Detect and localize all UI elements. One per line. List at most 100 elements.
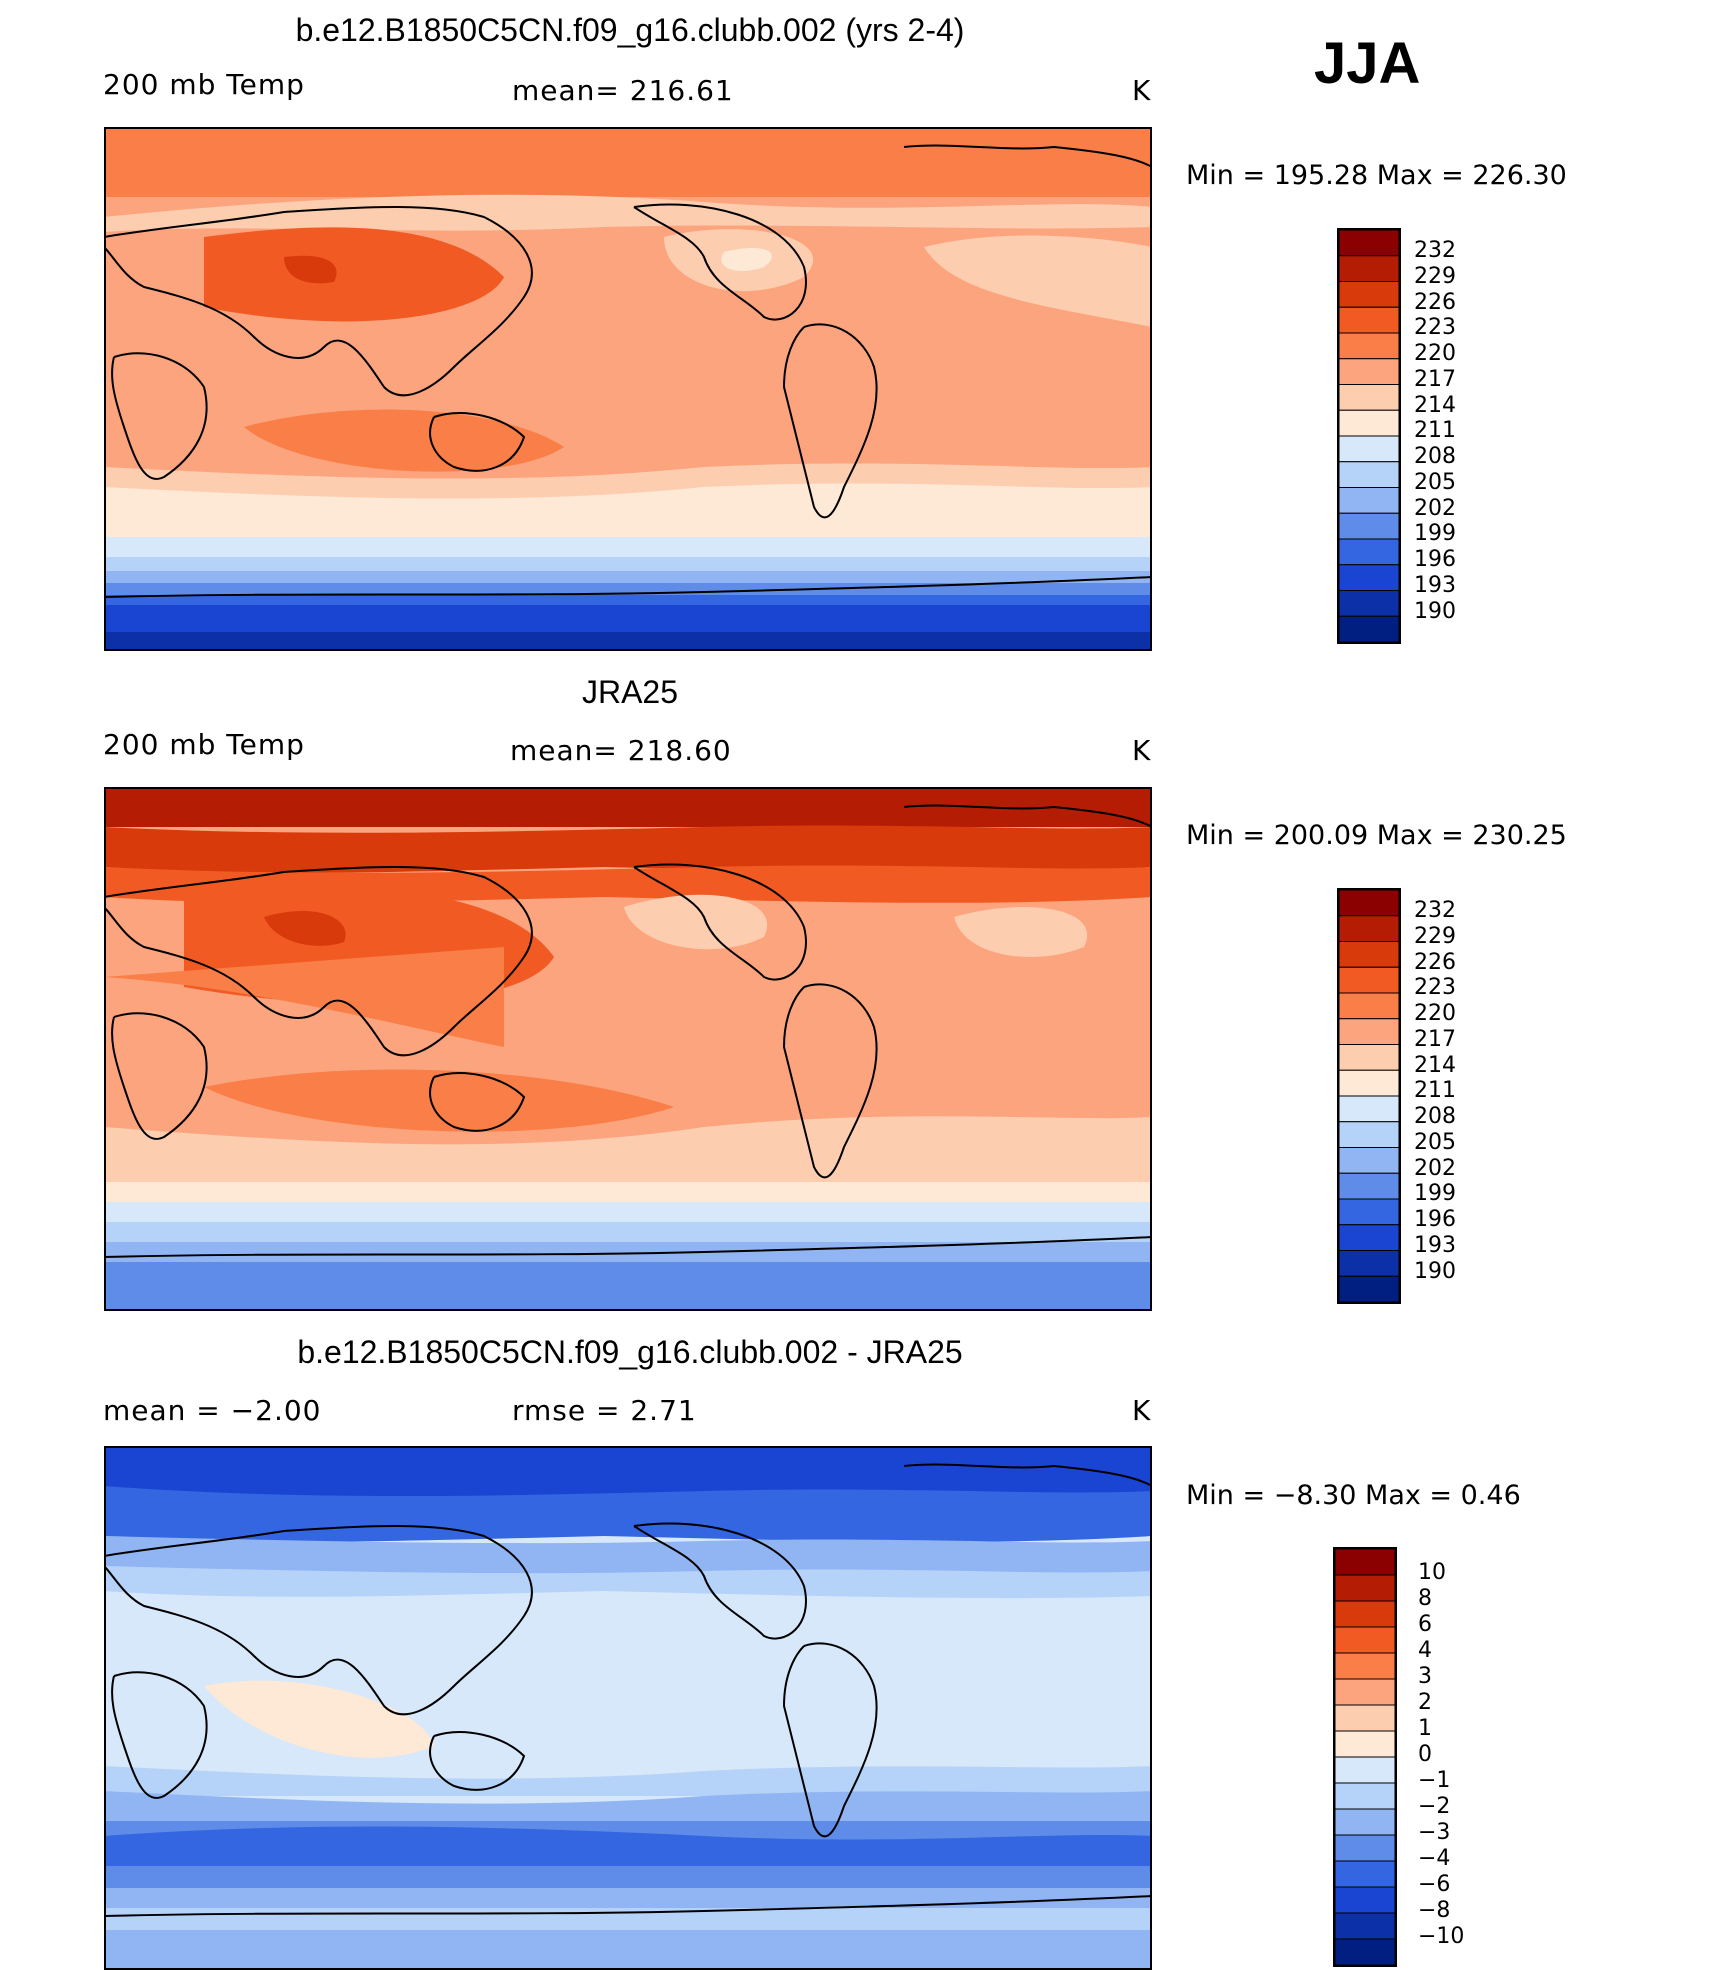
colorbar-swatch [1338,889,1400,917]
colorbar-swatch [1338,1069,1400,1097]
panel-3-minmax: Min = −8.30 Max = 0.46 [1186,1480,1521,1511]
colorbar-tick-label: 220 [1414,1001,1456,1026]
colorbar-swatch [1334,1860,1396,1888]
colorbar-swatch [1338,512,1400,540]
colorbar-tick-label: 208 [1414,444,1456,469]
colorbar-swatch [1338,358,1400,385]
colorbar-swatch [1334,1574,1396,1602]
colorbar-tick-label: 229 [1414,263,1456,289]
colorbar-swatch [1338,941,1400,968]
colorbar-tick-label: 196 [1414,1207,1456,1232]
colorbar-swatch [1334,1678,1396,1706]
colorbar-swatch [1338,564,1400,591]
colorbar-swatch [1334,1834,1396,1862]
colorbar-tick-label: 190 [1414,598,1456,624]
panel-3-map [104,1446,1152,1970]
colorbar-tick-label: 3 [1418,1664,1432,1689]
colorbar-swatch [1334,1548,1396,1576]
colorbar-swatch [1338,409,1400,437]
colorbar-tick-label: −10 [1418,1924,1465,1949]
colorbar-tick-label: 217 [1414,1026,1456,1052]
colorbar-tick-label: 211 [1414,418,1456,444]
colorbar-swatch [1338,966,1400,994]
colorbar-tick-label: −2 [1418,1794,1451,1819]
colorbar-tick-label: 0 [1418,1742,1432,1767]
colorbar-swatch [1338,332,1400,360]
colorbar-tick-label: 199 [1414,521,1456,547]
colorbar-tick-label: 211 [1414,1078,1456,1104]
panel-2-left-label: 200 mb Temp [103,728,305,761]
colorbar-swatch [1338,306,1400,334]
colorbar-swatch [1334,1938,1396,1966]
panel-2-colorbar [1337,888,1401,1304]
colorbar-swatch [1338,1275,1400,1303]
colorbar-tick-label: 1 [1418,1716,1432,1741]
panel-1-center-label: mean= 216.61 [512,74,734,107]
colorbar-swatch [1338,915,1400,942]
colorbar-swatch [1334,1600,1396,1628]
colorbar-tick-label: 4 [1418,1638,1432,1663]
colorbar-tick-label: 232 [1414,898,1456,923]
colorbar-swatch [1334,1704,1396,1732]
colorbar-swatch [1338,1095,1400,1123]
colorbar-tick-label: 8 [1418,1586,1432,1611]
colorbar-tick-label: 10 [1418,1560,1446,1585]
colorbar-swatch [1338,538,1400,566]
colorbar-swatch [1338,590,1400,617]
panel-3-units: K [1132,1394,1152,1427]
panel-1-units: K [1132,74,1152,107]
colorbar-swatch [1334,1912,1396,1940]
colorbar-swatch [1334,1782,1396,1810]
colorbar-swatch [1338,1147,1400,1174]
colorbar-tick-label: 199 [1414,1181,1456,1207]
colorbar-swatch [1338,487,1400,514]
panel-2-minmax: Min = 200.09 Max = 230.25 [1186,820,1567,851]
colorbar-tick-label: 6 [1418,1612,1432,1637]
colorbar-swatch [1338,1018,1400,1045]
panel-1-colorbar [1337,228,1401,644]
colorbar-swatch [1334,1886,1396,1914]
panel-2-center-label: mean= 218.60 [510,734,732,767]
colorbar-tick-label: 205 [1414,469,1456,495]
colorbar-swatch [1334,1808,1396,1836]
colorbar-swatch [1334,1652,1396,1680]
colorbar-tick-label: −8 [1418,1898,1451,1923]
panel-3-center-label: rmse = 2.71 [512,1394,697,1427]
colorbar-tick-label: 217 [1414,366,1456,392]
colorbar-tick-label: −3 [1418,1820,1451,1845]
panel-1-minmax: Min = 195.28 Max = 226.30 [1186,160,1567,191]
colorbar-tick-label: 205 [1414,1129,1456,1155]
panel-2-title: JRA25 [581,674,679,710]
colorbar-swatch [1334,1730,1396,1758]
coastlines [104,1463,1152,1917]
colorbar-tick-label: 229 [1414,923,1456,949]
colorbar-swatch [1338,1198,1400,1226]
colorbar-tick-label: 232 [1414,238,1456,263]
colorbar-tick-label: 226 [1414,949,1456,975]
colorbar-tick-label: 202 [1414,1155,1456,1181]
colorbar-tick-label: −1 [1418,1768,1451,1793]
season-label: JJA [1314,31,1421,96]
panel-2-units: K [1132,734,1152,767]
colorbar-swatch [1334,1626,1396,1654]
colorbar-tick-label: 220 [1414,341,1456,366]
colorbar-swatch [1338,1224,1400,1251]
colorbar-swatch [1338,255,1400,282]
colorbar-tick-label: 223 [1414,315,1456,341]
colorbar-tick-label: 2 [1418,1690,1432,1715]
panel-3-colorbar [1333,1547,1397,1967]
colorbar-swatch [1338,1121,1400,1148]
band [104,127,1152,197]
colorbar-swatch [1338,461,1400,488]
colorbar-tick-label: 190 [1414,1258,1456,1284]
panel-1-title: b.e12.B1850C5CN.f09_g16.clubb.002 (yrs 2… [295,12,965,48]
colorbar-tick-label: 196 [1414,547,1456,572]
panel-1-map [104,127,1152,651]
colorbar-swatch [1338,1250,1400,1277]
colorbar-tick-label: −4 [1418,1846,1451,1871]
panel-2-map [104,787,1152,1311]
colorbar-swatch [1334,1756,1396,1784]
panel-3-left-label: mean = −2.00 [103,1394,322,1427]
colorbar-tick-label: 214 [1414,1052,1456,1078]
coastlines [104,804,1152,1258]
